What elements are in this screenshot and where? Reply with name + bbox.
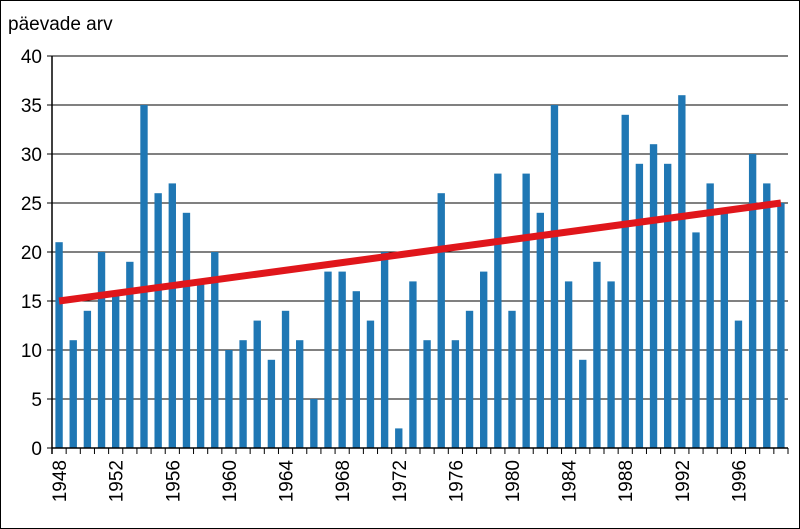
bar-1996 xyxy=(734,320,743,448)
bar-1957 xyxy=(182,212,191,448)
bar-1983 xyxy=(550,105,559,448)
x-tick-label: 1984 xyxy=(560,460,581,503)
bar-1994 xyxy=(706,183,714,448)
bar-1954 xyxy=(140,105,148,448)
bar-1979 xyxy=(494,173,502,448)
bar-1990 xyxy=(649,144,658,448)
bar-1951 xyxy=(97,252,106,448)
y-tick-label: 0 xyxy=(31,439,42,460)
bar-1971 xyxy=(380,252,389,448)
gridlines xyxy=(52,55,788,400)
axes xyxy=(47,55,789,454)
bar-1993 xyxy=(692,232,700,448)
x-tick-label: 1992 xyxy=(673,460,694,502)
bars xyxy=(55,95,785,449)
y-tick-label: 40 xyxy=(21,47,42,68)
x-tick-label: 1996 xyxy=(729,460,750,502)
bar-1991 xyxy=(664,163,672,449)
bar-1963 xyxy=(267,359,276,448)
bar-1955 xyxy=(154,193,162,448)
bar-1998 xyxy=(763,183,771,448)
y-tick-label: 20 xyxy=(21,243,42,264)
bar-1956 xyxy=(168,183,176,448)
bar-1989 xyxy=(635,163,644,449)
bar-1967 xyxy=(324,271,332,448)
bar-1952 xyxy=(112,291,120,448)
bar-1948 xyxy=(55,242,63,448)
bar-1960 xyxy=(225,350,233,448)
bar-1977 xyxy=(465,310,474,448)
x-tick-label: 1948 xyxy=(50,460,71,502)
x-tick-label: 1988 xyxy=(616,460,637,502)
bar-1961 xyxy=(239,340,247,448)
x-tick-label: 1964 xyxy=(277,460,298,503)
bar-1950 xyxy=(83,310,92,448)
y-tick-label: 35 xyxy=(21,96,42,117)
bar-1988 xyxy=(621,114,629,449)
bar-1992 xyxy=(678,95,686,448)
trendline xyxy=(58,199,782,305)
bar-1975 xyxy=(437,193,445,448)
y-tick-labels: 0 5 10 15 20 25 30 35 40 xyxy=(21,47,42,460)
y-tick-label: 25 xyxy=(21,194,42,215)
bar-1959 xyxy=(211,252,219,448)
bar-1978 xyxy=(480,271,488,448)
bar-1968 xyxy=(338,271,346,448)
bar-1973 xyxy=(409,281,417,448)
x-tick-label: 1972 xyxy=(390,460,411,502)
bar-1969 xyxy=(352,291,360,448)
bar-1999 xyxy=(777,203,785,448)
bar-1964 xyxy=(281,310,290,448)
bar-1982 xyxy=(536,212,544,448)
trend-line xyxy=(58,199,782,305)
bar-1966 xyxy=(310,399,318,448)
bar-1985 xyxy=(579,359,587,448)
bar-1981 xyxy=(522,173,530,448)
bar-1980 xyxy=(508,310,516,448)
bar-1958 xyxy=(196,281,205,448)
y-tick-label: 30 xyxy=(21,145,42,166)
x-tick-label: 1976 xyxy=(446,460,467,502)
x-tick-label: 1960 xyxy=(220,460,241,502)
bar-1962 xyxy=(253,320,261,448)
x-tick-label: 1952 xyxy=(107,460,128,502)
x-tick-labels: 1948 1952 1956 1960 1964 1968 1972 1976 1980 1984… xyxy=(50,460,750,503)
bar-1972 xyxy=(395,428,403,448)
bar-1984 xyxy=(564,281,573,448)
bar-1995 xyxy=(720,212,728,448)
bar-1970 xyxy=(366,320,375,448)
bar-1953 xyxy=(126,261,134,448)
bar-1997 xyxy=(748,154,757,448)
bar-1976 xyxy=(451,340,460,448)
bar-1965 xyxy=(296,340,304,448)
y-tick-label: 15 xyxy=(21,292,42,313)
y-tick-label: 5 xyxy=(31,390,42,411)
y-axis-label: päevade arv xyxy=(8,14,113,35)
x-tick-label: 1980 xyxy=(503,460,524,502)
bar-1987 xyxy=(607,281,615,448)
x-tick-label: 1956 xyxy=(163,460,184,502)
bar-1974 xyxy=(423,340,431,448)
bar-1986 xyxy=(593,261,601,448)
bar-1949 xyxy=(69,340,77,448)
x-tick-label: 1968 xyxy=(333,460,354,502)
y-tick-label: 10 xyxy=(21,341,42,362)
